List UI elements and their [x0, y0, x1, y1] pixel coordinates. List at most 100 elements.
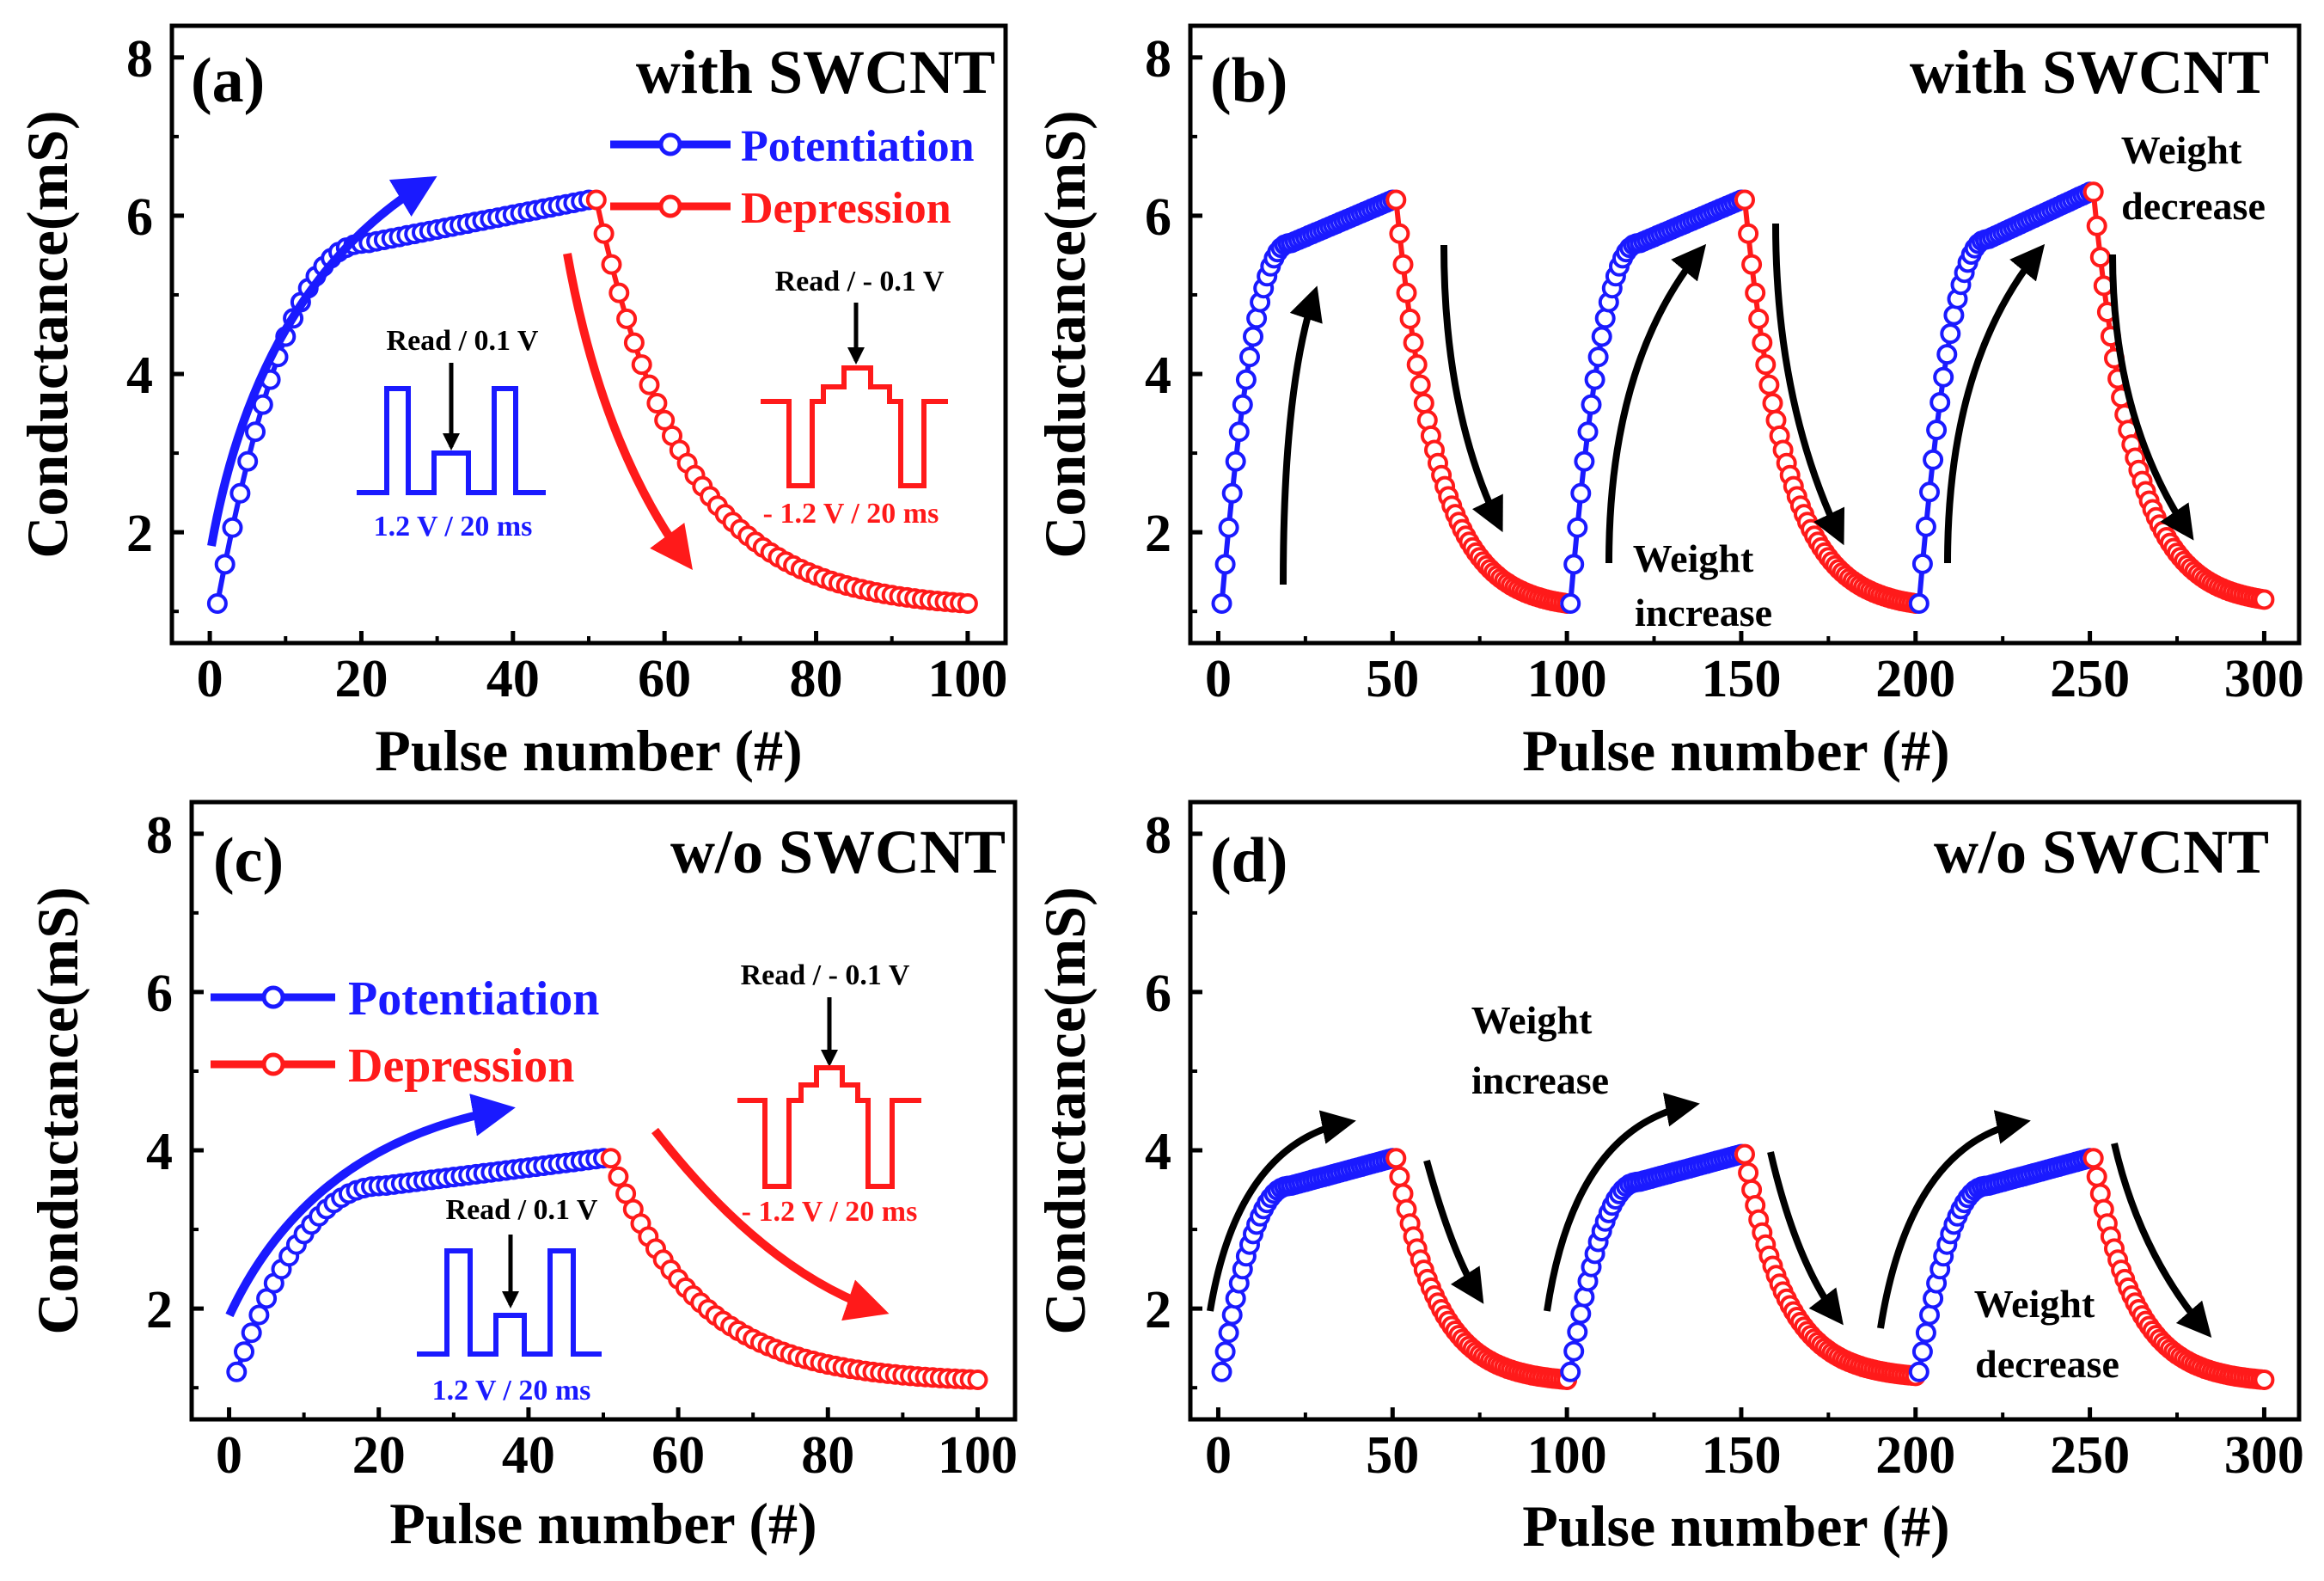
- plot-frame: [1188, 800, 2302, 1422]
- decrease-arrow-2: [1767, 1151, 1844, 1326]
- data-point: [222, 517, 243, 538]
- data-point: [1584, 369, 1605, 390]
- data-point: [1933, 366, 1954, 388]
- legend: Potentiation Depression: [610, 122, 975, 233]
- data-point: [1734, 1143, 1755, 1165]
- data-point: [1581, 394, 1602, 415]
- potentiation-pulse-inset: Read / 0.1 V 1.2 V / 20 ms: [417, 1194, 602, 1406]
- increase-arrow-3: [1877, 1110, 2031, 1329]
- x-tick-label: 0: [1205, 1426, 1232, 1485]
- data-point: [1915, 1322, 1936, 1344]
- y-tick-label: 8: [1145, 806, 1171, 865]
- pulse-waveform: [737, 1065, 921, 1189]
- data-point: [1919, 1304, 1940, 1326]
- data-point: [2082, 181, 2104, 203]
- x-tick-label: 0: [197, 650, 223, 708]
- data-point: [1919, 481, 1940, 503]
- data-point: [631, 354, 652, 376]
- data-point: [1594, 308, 1616, 329]
- data-point: [608, 1166, 629, 1187]
- pulse-waveform: [417, 1248, 602, 1357]
- x-tick-label: 100: [1527, 1426, 1607, 1485]
- data-point: [248, 1304, 270, 1326]
- y-tick-label: 2: [126, 505, 153, 563]
- increase-arrow-1: [1207, 1110, 1356, 1312]
- x-tick-label: 250: [2050, 650, 2130, 708]
- pulse-amplitude-label: - 1.2 V / 20 ms: [763, 498, 939, 530]
- x-tick-label: 100: [938, 1426, 1018, 1485]
- x-tick-label: 40: [502, 1426, 555, 1485]
- x-tick-label: 100: [927, 650, 1007, 708]
- data-point: [600, 1148, 621, 1169]
- data-point: [1403, 332, 1424, 353]
- weight-increase-line2: increase: [1635, 591, 1772, 634]
- data-point: [1221, 1304, 1243, 1326]
- weight-increase-line1: Weight: [1471, 998, 1593, 1042]
- series-layer: [226, 1148, 988, 1390]
- y-tick-label: 6: [1145, 965, 1171, 1023]
- data-point: [226, 1361, 248, 1382]
- data-point: [1758, 374, 1780, 395]
- data-point: [1577, 421, 1599, 443]
- data-point: [1738, 223, 1759, 244]
- data-point: [1587, 346, 1609, 368]
- pulse-read-label: Read / 0.1 V: [387, 325, 539, 357]
- legend: Potentiation Depression: [211, 972, 599, 1093]
- depression-pulse-inset: Read / - 0.1 V - 1.2 V / 20 ms: [761, 266, 948, 530]
- series-layer: [1211, 181, 2275, 614]
- data-point: [1591, 326, 1612, 347]
- x-tick-label: 80: [801, 1426, 854, 1485]
- y-tick-label: 6: [146, 965, 173, 1023]
- pulse-amplitude-label: 1.2 V / 20 ms: [432, 1375, 591, 1406]
- panel-title: with SWCNT: [1910, 38, 2269, 107]
- depression-trend-arrow: [563, 253, 693, 571]
- legend-marker-depression: [658, 194, 682, 218]
- data-point: [1406, 354, 1428, 376]
- data-point: [245, 421, 266, 443]
- data-point: [1741, 254, 1763, 275]
- data-point: [1567, 517, 1588, 538]
- data-point: [1560, 1361, 1581, 1382]
- x-tick-label: 250: [2050, 1426, 2130, 1485]
- data-point: [1246, 308, 1268, 329]
- legend-marker-depression: [261, 1052, 285, 1076]
- x-tick-label: 0: [216, 1426, 242, 1485]
- data-point: [1926, 420, 1948, 441]
- data-point: [1908, 1361, 1930, 1382]
- data-point: [1413, 393, 1434, 414]
- data-point: [646, 393, 668, 414]
- x-tick-label: 150: [1701, 1426, 1781, 1485]
- potentiation-trend-arrow: [225, 1094, 516, 1318]
- data-point: [2086, 215, 2107, 236]
- data-point: [1385, 1148, 1407, 1169]
- data-point: [957, 593, 978, 614]
- data-point: [1570, 1303, 1592, 1325]
- data-point: [237, 450, 259, 472]
- y-tick-label: 2: [1145, 505, 1171, 563]
- legend-label-potentiation: Potentiation: [348, 972, 599, 1026]
- data-point: [585, 189, 607, 211]
- panel-d: 0 50 100 150 200 250 300 2 4 6 8 Conductance(mS) P…: [1032, 800, 2304, 1559]
- pulse-read-label: Read / - 0.1 V: [775, 266, 945, 297]
- y-tick-label: 2: [1145, 1281, 1171, 1339]
- y-tick-label: 4: [126, 346, 153, 405]
- data-point: [1396, 282, 1417, 303]
- decrease-arrow-1: [1440, 244, 1503, 533]
- x-tick-label: 300: [2224, 650, 2304, 708]
- data-point: [639, 374, 660, 395]
- data-point: [1239, 346, 1260, 368]
- x-tick-label: 300: [2224, 1426, 2304, 1485]
- x-tick-label: 20: [352, 1426, 406, 1485]
- increase-arrow-3: [1944, 243, 2046, 564]
- weight-decrease-line2: decrease: [1975, 1342, 2119, 1386]
- series-line: [214, 197, 590, 604]
- data-point: [2089, 247, 2111, 268]
- data-point: [241, 1322, 262, 1344]
- panel-c: 0 20 40 60 80 100 2 4 6 8 Conductance(mS) Pulse n…: [25, 800, 1018, 1556]
- x-tick-label: 50: [1366, 650, 1419, 708]
- potentiation-pulse-inset: Read / 0.1 V 1.2 V / 20 ms: [357, 325, 546, 542]
- y-tick-label: 6: [1145, 188, 1171, 247]
- data-point: [1410, 374, 1431, 395]
- x-tick-label: 0: [1205, 650, 1232, 708]
